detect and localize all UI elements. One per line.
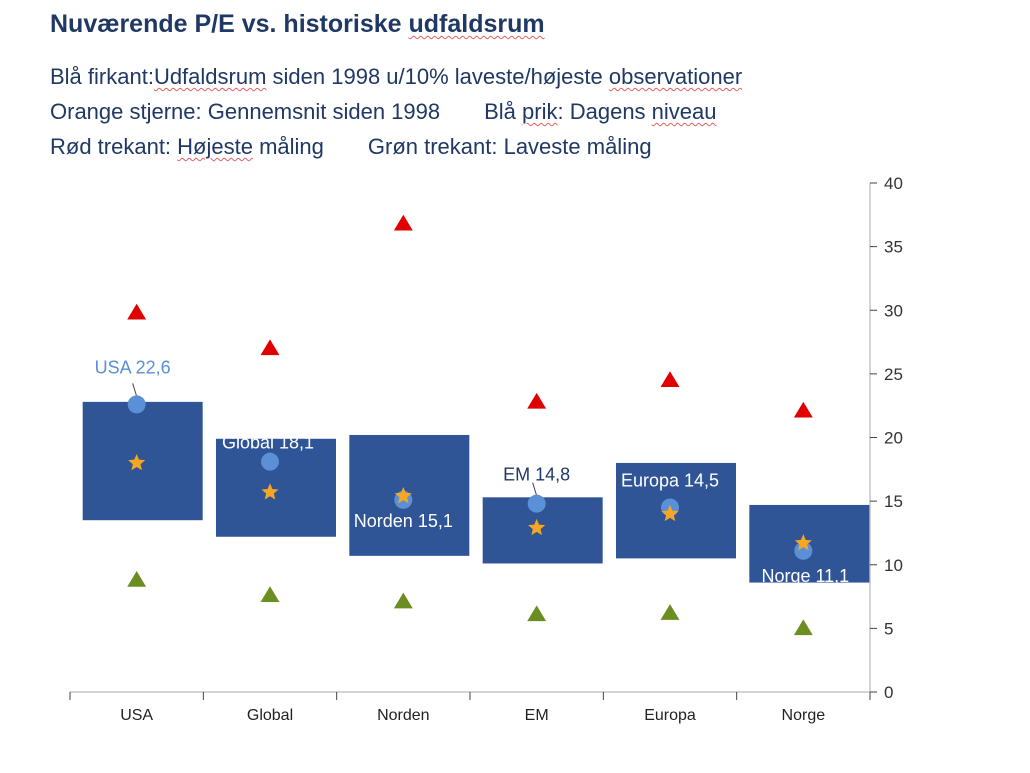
data-label: Norge 11,1 [761, 566, 849, 586]
y-tick-label: 35 [884, 238, 903, 257]
y-tick-label: 20 [884, 429, 903, 448]
legend-2-e: niveau [651, 99, 717, 124]
max-triangle [527, 392, 547, 409]
average-star [128, 453, 146, 471]
y-tick-label: 40 [884, 174, 903, 193]
legend-3-b: Højeste [177, 134, 253, 159]
y-tick-label: 30 [884, 301, 903, 320]
data-label: USA 22,6 [95, 357, 171, 377]
legend-line-1: Blå firkant: Udfaldsrum siden 1998 u/10%… [50, 64, 742, 90]
range-box [749, 504, 870, 583]
label-leader [132, 383, 138, 397]
legend-3-c: måling [252, 134, 324, 159]
data-label: Europa 14,5 [621, 470, 719, 490]
max-triangle [127, 303, 147, 320]
legend-2-d: : Dagens [557, 99, 652, 124]
max-triangle [393, 214, 413, 231]
min-triangle [127, 571, 147, 587]
x-tick-label: EM [525, 707, 549, 724]
title-part-2: udfaldsrum [408, 10, 545, 38]
min-triangle [793, 619, 813, 636]
current-dot [794, 541, 813, 560]
max-triangle [660, 371, 680, 387]
y-tick-label: 10 [884, 556, 903, 575]
min-triangle [660, 604, 680, 620]
average-star [394, 487, 412, 504]
data-label: Norden 15,1 [354, 511, 453, 531]
chart-title: Nuværende P/E vs. historiske udfaldsrum [50, 10, 545, 39]
legend-1-a: Blå firkant: [50, 64, 154, 89]
data-label: Global 18,1 [222, 433, 314, 453]
y-tick-label: 0 [884, 683, 893, 702]
legend-2-a: Orange stjerne: Gennemsnit siden 1998 [50, 99, 441, 124]
label-leader [532, 482, 538, 496]
x-tick-label: Norge [782, 707, 826, 724]
average-star [661, 504, 679, 522]
y-tick-label: 15 [884, 492, 903, 511]
y-tick-label: 5 [884, 619, 893, 638]
legend-1-d: observationer [608, 64, 743, 89]
legend-1-c: siden 1998 u/10% laveste/højeste [266, 64, 609, 89]
average-star [528, 518, 546, 536]
legend-3-a: Rød trekant: [50, 134, 178, 159]
legend-line-2: Orange stjerne: Gennemsnit siden 1998 Blå… [50, 99, 717, 125]
current-dot [127, 395, 146, 414]
average-star [794, 534, 812, 551]
legend-2-c: prik [522, 99, 558, 124]
x-tick-label: Europa [644, 707, 696, 724]
y-tick-label: 25 [884, 365, 903, 384]
min-triangle [260, 586, 280, 603]
max-triangle [260, 339, 280, 356]
legend-2-b: Blå [484, 99, 523, 124]
title-part-1: Nuværende P/E vs. historiske [50, 10, 409, 38]
current-dot [261, 452, 279, 471]
data-label: EM 14,8 [503, 465, 570, 485]
legend-line-3: Rød trekant: Højeste måling Grøn trekant:… [50, 134, 652, 160]
legend-3-d: Grøn trekant: Laveste måling [367, 134, 652, 159]
max-triangle [793, 401, 813, 418]
x-tick-label: Norden [377, 707, 429, 724]
legend-1-b: Udfaldsrum [153, 64, 267, 89]
current-dot [527, 494, 546, 513]
min-triangle [393, 592, 413, 609]
x-tick-label: Global [247, 707, 293, 724]
x-tick-label: USA [120, 707, 153, 724]
min-triangle [527, 605, 547, 622]
range-box [216, 438, 336, 537]
average-star [261, 483, 279, 500]
